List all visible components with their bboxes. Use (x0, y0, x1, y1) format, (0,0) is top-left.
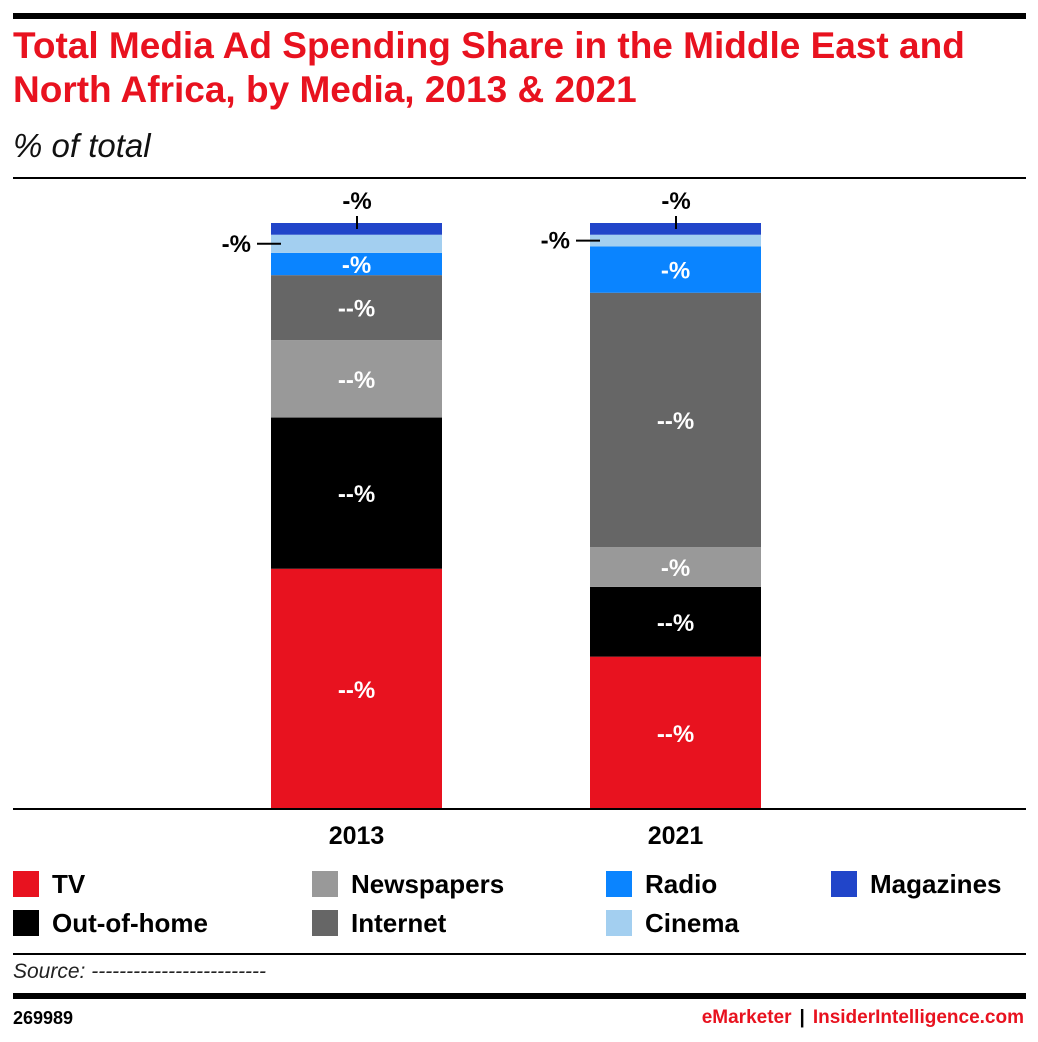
brand-emarketer: eMarketer (701, 1007, 792, 1028)
data-label-out-of-home-2021: --% (657, 610, 694, 637)
legend-item-out-of-home: Out-of-home (13, 908, 208, 938)
legend-swatch-magazines (831, 871, 857, 897)
data-label-cinema-2021: -% (541, 228, 570, 255)
legend-label-newspapers: Newspapers (351, 868, 505, 899)
chart-title: Total Media Ad Spending Share in the Mid… (13, 25, 965, 110)
bar-segment-internet-2013 (271, 275, 442, 341)
data-label-newspapers-2021: -% (661, 555, 690, 582)
bar-segment-cinema-2013 (271, 234, 442, 253)
data-label-tv-2013: --% (338, 677, 375, 704)
legend-item-cinema: Cinema (606, 908, 739, 938)
data-label-internet-2021: --% (657, 408, 694, 435)
stacked-bar-chart: --% --% --% --% -% -% -% --% --% -% --% -% -% -% 2013… (13, 188, 1026, 850)
category-label-2013: 2013 (329, 822, 385, 850)
source-note: Source: ------------------------- (13, 960, 267, 983)
data-label-tv-2021: --% (657, 721, 694, 748)
brand-insider-intelligence: InsiderIntelligence.com (812, 1007, 1024, 1028)
data-label-magazines-2013: -% (342, 188, 371, 215)
legend-label-cinema: Cinema (645, 907, 739, 938)
bar-segment-radio-2013 (271, 252, 442, 276)
header-rule (13, 177, 1026, 179)
legend-item-magazines: Magazines (831, 869, 1002, 899)
data-label-magazines-2021: -% (661, 188, 690, 215)
legend-item-radio: Radio (606, 869, 717, 899)
legend-rule (13, 953, 1026, 955)
top-rule (13, 13, 1026, 19)
legend-item-newspapers: Newspapers (312, 869, 504, 899)
bar-segment-radio-2021 (590, 246, 761, 293)
legend-swatch-tv (13, 871, 39, 897)
bar-segment-internet-2021 (590, 292, 761, 548)
legend-item-tv: TV (13, 869, 85, 899)
legend-swatch-radio (606, 871, 632, 897)
data-label-out-of-home-2013: --% (338, 481, 375, 508)
legend-swatch-out-of-home (13, 910, 39, 936)
legend-swatch-newspapers (312, 871, 338, 897)
chart-subtitle: % of total (13, 127, 151, 164)
data-label-cinema-2013: -% (222, 231, 251, 258)
data-label-internet-2013: --% (338, 296, 375, 323)
category-label-2021: 2021 (648, 822, 704, 850)
data-label-newspapers-2013: --% (338, 367, 375, 394)
credit: eMarketer | InsiderIntelligence.com (702, 1007, 1024, 1029)
bar-segment-newspapers-2013 (271, 340, 442, 418)
legend-label-internet: Internet (351, 907, 447, 938)
legend-swatch-internet (312, 910, 338, 936)
bar-segment-out-of-home-2013 (271, 417, 442, 569)
legend-label-radio: Radio (645, 868, 718, 899)
legend-label-out-of-home: Out-of-home (52, 907, 208, 938)
bar-segment-out-of-home-2021 (590, 586, 761, 657)
bar-segment-tv-2013 (271, 568, 442, 809)
data-label-radio-2021: -% (661, 258, 690, 285)
legend-label-magazines: Magazines (870, 868, 1002, 899)
legend-item-internet: Internet (312, 908, 446, 938)
legend-swatch-cinema (606, 910, 632, 936)
footer-rule (13, 993, 1026, 999)
chart-id: 269989 (13, 1008, 74, 1028)
bar-segment-newspapers-2021 (590, 547, 761, 587)
legend-label-tv: TV (52, 868, 86, 899)
bar-segment-cinema-2021 (590, 234, 761, 247)
bar-segment-tv-2021 (590, 656, 761, 809)
data-label-radio-2013: -% (342, 252, 371, 279)
category-labels-layer: 2013 2021 (329, 822, 704, 850)
brand-separator: | (799, 1007, 805, 1028)
labels-layer: --% --% --% --% -% -% -% --% --% -% --% -% -% -% (222, 188, 695, 748)
